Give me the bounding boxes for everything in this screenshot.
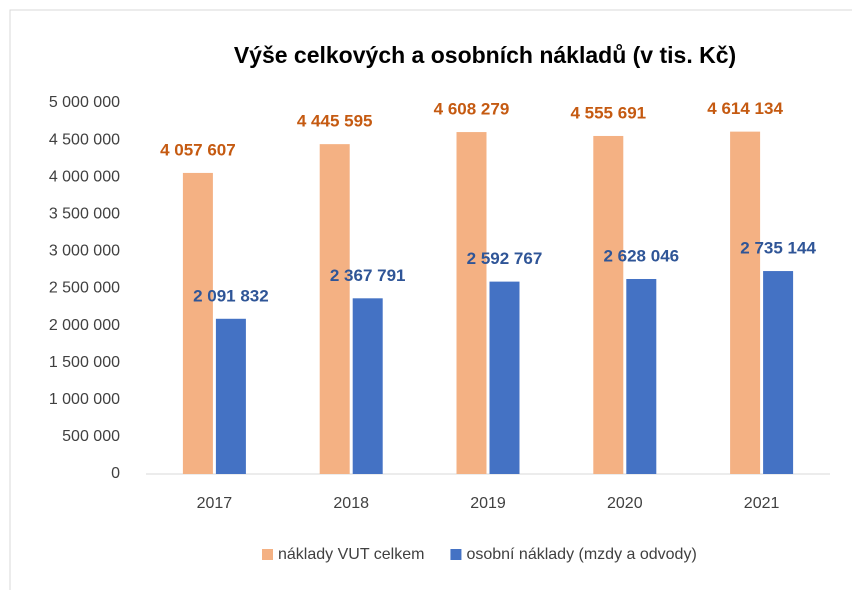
bar [626, 278, 657, 474]
chart-frame [9, 9, 852, 590]
y-tick-label: 0 [111, 465, 120, 482]
bar [456, 132, 487, 474]
data-label: 2 592 767 [467, 249, 543, 268]
bar [593, 135, 624, 475]
y-tick-label: 4 000 000 [49, 168, 120, 185]
bar [352, 298, 383, 474]
x-tick-label: 2019 [470, 495, 506, 512]
chart-title: Výše celkových a osobních nákladů (v tis… [234, 42, 736, 68]
legend-swatch [262, 549, 273, 560]
bar [489, 281, 520, 474]
y-tick-label: 3 500 000 [49, 206, 120, 223]
data-label: 4 608 279 [434, 100, 510, 119]
data-label: 2 091 832 [193, 286, 269, 305]
y-tick-label: 3 000 000 [49, 243, 120, 260]
x-tick-label: 2021 [744, 495, 780, 512]
legend-label: osobní náklady (mzdy a odvody) [466, 546, 696, 563]
data-label: 2 367 791 [330, 266, 406, 285]
y-tick-label: 1 000 000 [49, 391, 120, 408]
bar [215, 318, 246, 474]
x-tick-label: 2020 [607, 495, 643, 512]
bar [319, 144, 350, 475]
x-tick-label: 2018 [333, 495, 369, 512]
y-tick-label: 4 500 000 [49, 131, 120, 148]
data-label: 4 057 607 [160, 140, 236, 159]
x-tick-label: 2017 [197, 495, 233, 512]
data-label: 4 445 595 [297, 112, 373, 131]
data-label: 4 555 691 [570, 103, 646, 122]
bar [182, 172, 213, 474]
data-label: 2 735 144 [740, 239, 816, 258]
bar [730, 131, 761, 474]
y-tick-label: 2 000 000 [49, 317, 120, 334]
legend-label: náklady VUT celkem [278, 546, 424, 563]
legend-swatch [450, 549, 462, 560]
y-tick-label: 500 000 [62, 428, 120, 445]
y-tick-label: 2 500 000 [49, 280, 120, 297]
data-label: 4 614 134 [707, 99, 783, 118]
y-tick-label: 5 000 000 [49, 94, 120, 111]
data-label: 2 628 046 [603, 246, 679, 265]
y-tick-label: 1 500 000 [49, 354, 120, 371]
bar [763, 271, 794, 474]
